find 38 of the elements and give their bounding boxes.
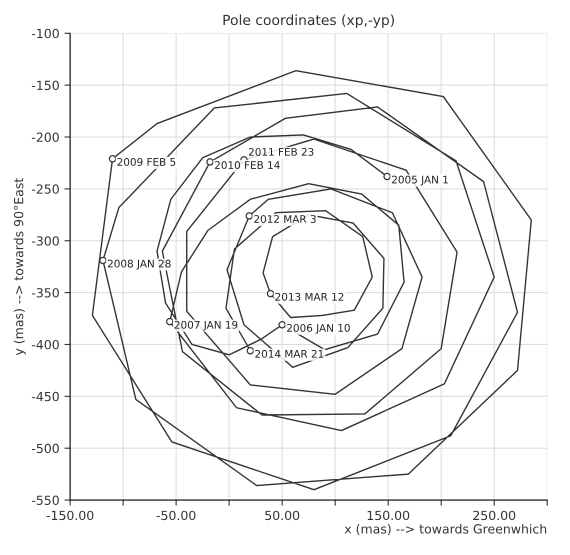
annotation: 2005 JAN 1 [392, 176, 448, 186]
point [246, 212, 254, 220]
annotation: 2014 MAR 21 [255, 350, 324, 358]
y-tick-label: -150 [32, 80, 59, 90]
chart-title: Pole coordinates (xp,-yp) [224, 14, 394, 28]
y-tick-label: -400 [32, 340, 59, 350]
point [99, 256, 107, 264]
point [166, 318, 174, 326]
x-tick-label: 50.00 [265, 510, 300, 520]
x-axis-title: x (mas) --> towards Greenwhich [344, 524, 546, 536]
annotation: 2012 MAR 3 [254, 215, 316, 223]
x-tick-label: 150.00 [368, 510, 410, 520]
point [383, 172, 391, 180]
line-series [92, 70, 532, 490]
point [266, 290, 274, 298]
annotation: 2006 JAN 10 [287, 324, 350, 334]
annotation: 2011 FEB 23 [248, 148, 314, 156]
y-tick-label: -200 [32, 132, 59, 142]
y-tick-label: -550 [32, 496, 59, 505]
point [206, 158, 214, 166]
annotation: 2013 MAR 12 [275, 292, 344, 301]
annotation: 2007 JAN 19 [174, 320, 238, 331]
y-tick-label: -300 [32, 236, 59, 246]
point [108, 155, 116, 163]
x-tick-label: -50.00 [156, 510, 196, 520]
x-tick-label: -150.00 [46, 510, 94, 520]
x-tick-label: 250.00 [473, 510, 516, 520]
y-tick-label: -250 [32, 184, 59, 194]
annotation: 2009 FEB 5 [117, 158, 176, 166]
y-tick-label: -500 [32, 444, 59, 454]
y-tick-label: -350 [32, 288, 59, 298]
y-tick-label: -450 [32, 392, 59, 402]
y-tick-label: -100 [32, 28, 59, 38]
annotation: 2008 JAN 28 [108, 260, 171, 270]
point [246, 346, 254, 354]
point [278, 321, 286, 329]
annotation: 2010 FEB 14 [214, 161, 280, 170]
y-axis-title: y (mas) --> towards 90°East [14, 178, 26, 356]
